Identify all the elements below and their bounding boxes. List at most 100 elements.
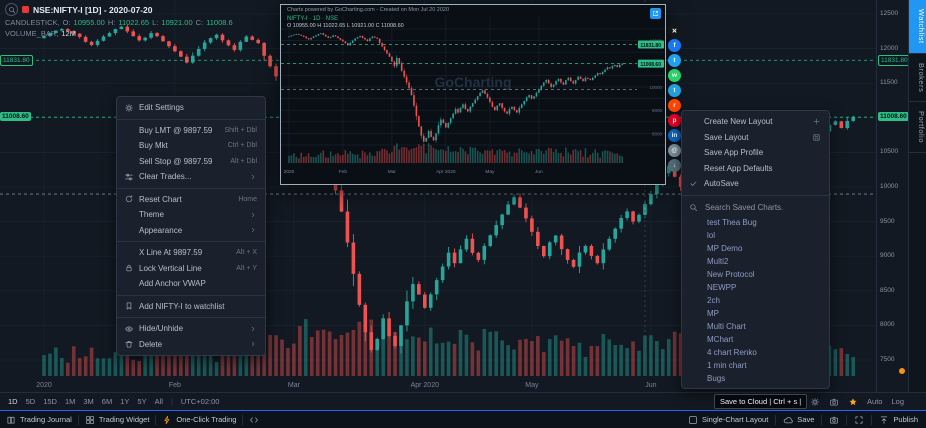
svg-text:Mar: Mar bbox=[388, 169, 397, 175]
search-saved-charts-input[interactable] bbox=[703, 201, 815, 213]
context-menu-item[interactable]: Add Anchor VWAP bbox=[117, 276, 265, 292]
timeframe-button-1m[interactable]: 1M bbox=[64, 397, 76, 406]
auto-scale-button[interactable]: Auto bbox=[867, 397, 883, 406]
context-menu-item[interactable]: Buy LMT @ 9897.59 Shift + Dbl bbox=[117, 123, 265, 139]
timeframe-button-1y[interactable]: 1Y bbox=[120, 397, 130, 406]
context-menu-item[interactable]: Edit Settings bbox=[117, 100, 265, 116]
statusbar-label: Publish bbox=[893, 415, 918, 424]
camera-icon bbox=[829, 415, 839, 425]
expand-button[interactable] bbox=[854, 415, 864, 425]
widget-icon bbox=[85, 415, 95, 425]
layout-menu-item[interactable]: Save App Profile bbox=[682, 145, 829, 161]
high-value: 11022.65 bbox=[118, 18, 150, 27]
svg-text:Feb: Feb bbox=[339, 169, 348, 175]
context-menu-item[interactable]: Sell Stop @ 9897.59 Alt + Dbl bbox=[117, 154, 265, 170]
context-menu-item[interactable]: Add NIFTY-I to watchlist bbox=[117, 299, 265, 315]
sidebar-tab-brokers[interactable]: Brokers bbox=[909, 54, 926, 102]
saved-chart-item[interactable]: Multi2 bbox=[707, 256, 729, 266]
statusbar-save[interactable]: Save bbox=[783, 415, 814, 425]
menu-item-label: Add Anchor VWAP bbox=[139, 279, 206, 289]
saved-chart-item[interactable]: MChart bbox=[707, 334, 734, 344]
timeframe-button-6m[interactable]: 6M bbox=[101, 397, 113, 406]
trash-icon bbox=[123, 339, 134, 349]
statusbar-one-click-trading[interactable]: One-Click Trading bbox=[162, 415, 236, 425]
chevron-right-icon bbox=[249, 211, 257, 219]
menu-item-shortcut: Shift + Dbl bbox=[224, 126, 258, 134]
share-reddit-icon[interactable]: r bbox=[668, 99, 681, 112]
gear-icon[interactable] bbox=[810, 397, 820, 407]
preview-symbol: NIFTY-I · 1D · NSE bbox=[287, 16, 339, 22]
code-button[interactable] bbox=[249, 415, 259, 425]
saved-chart-item[interactable]: test Thea Bug bbox=[707, 217, 757, 227]
share-whatsapp-icon[interactable]: w bbox=[668, 69, 681, 82]
statusbar-trading-widget[interactable]: Trading Widget bbox=[85, 415, 149, 425]
search-icon[interactable] bbox=[5, 3, 18, 16]
saved-chart-item[interactable]: 2ch bbox=[707, 295, 720, 305]
search-icon bbox=[688, 203, 699, 212]
timeframe-button-all[interactable]: All bbox=[154, 397, 163, 406]
timeframe-bar: 1D 5D 15D 1M 3M 6M 1Y 5Y All | UTC+02:00 Auto Log bbox=[0, 392, 926, 410]
close-label: C: bbox=[195, 18, 204, 27]
saved-chart-item[interactable]: Multi Chart bbox=[707, 321, 746, 331]
context-menu-item[interactable]: Lock Vertical Line Alt + Y bbox=[117, 261, 265, 277]
gear-icon bbox=[123, 103, 134, 113]
timeframe-button-5d[interactable]: 5D bbox=[25, 397, 36, 406]
timezone-label[interactable]: UTC+02:00 bbox=[180, 397, 220, 406]
saved-chart-item[interactable]: 1 min chart bbox=[707, 360, 747, 370]
menu-item-label: Theme bbox=[139, 210, 164, 220]
price-axis[interactable]: 12500 12000 11831.80 11500 11008.60 10500 1000… bbox=[876, 0, 911, 392]
saved-chart-item[interactable]: New Protocol bbox=[707, 269, 755, 279]
context-menu: Edit Settings Buy LMT @ 9897.59 Shift + Db… bbox=[116, 96, 266, 356]
price-axis-label: 9000 bbox=[880, 252, 895, 260]
context-menu-item[interactable]: Reset Chart Home bbox=[117, 192, 265, 208]
timeframe-button-1d[interactable]: 1D bbox=[8, 397, 18, 406]
layout-menu-item[interactable]: Reset App Defaults bbox=[682, 161, 829, 177]
layout-menu-item[interactable]: Save Layout bbox=[682, 130, 829, 146]
sidebar-tab-portfolio[interactable]: Portfolio bbox=[909, 102, 926, 154]
share-twitter-icon[interactable]: t bbox=[668, 54, 681, 67]
svg-text:Apr 2020: Apr 2020 bbox=[436, 169, 456, 175]
context-menu-item[interactable]: Hide/Unhide bbox=[117, 321, 265, 337]
saved-chart-item[interactable]: lol bbox=[707, 230, 716, 240]
price-axis-tag: 11831.80 bbox=[878, 54, 911, 66]
context-menu-item[interactable]: Clear Trades... bbox=[117, 169, 265, 185]
saved-chart-item[interactable]: 4 chart Renko bbox=[707, 347, 757, 357]
share-email-icon[interactable]: @ bbox=[668, 144, 681, 157]
context-menu-item[interactable]: X Line At 9897.59 Alt + X bbox=[117, 245, 265, 261]
statusbar-label: Single-Chart Layout bbox=[701, 415, 769, 424]
open-external-button[interactable] bbox=[650, 8, 661, 19]
share-telegram-icon[interactable]: t bbox=[668, 84, 681, 97]
open-value: 10955.00 bbox=[73, 18, 105, 27]
share-linkedin-icon[interactable]: in bbox=[668, 129, 681, 142]
timeframe-button-5y[interactable]: 5Y bbox=[137, 397, 147, 406]
star-icon[interactable] bbox=[848, 397, 858, 407]
layout-menu-item[interactable]: AutoSave bbox=[682, 176, 829, 192]
layout-menu-item[interactable]: Create New Layout bbox=[682, 114, 829, 130]
context-menu-item[interactable]: Appearance bbox=[117, 223, 265, 239]
share-x-icon[interactable]: ✕ bbox=[668, 24, 681, 37]
menu-item-label: AutoSave bbox=[704, 179, 739, 189]
statusbar-publish[interactable]: Publish bbox=[879, 415, 918, 425]
sidebar-tab-watchlist[interactable]: Watchlist bbox=[909, 0, 926, 54]
camera-button[interactable] bbox=[829, 415, 839, 425]
saved-chart-item[interactable]: MP Demo bbox=[707, 243, 743, 253]
price-tag-lower-left: 11008.60 bbox=[0, 111, 31, 121]
timeframe-button-3m[interactable]: 3M bbox=[83, 397, 94, 406]
svg-text:May: May bbox=[525, 382, 539, 389]
saved-chart-item[interactable]: MP bbox=[707, 308, 719, 318]
context-menu-item[interactable]: Buy Mkt Ctrl + Dbl bbox=[117, 138, 265, 154]
timeframe-button-15d[interactable]: 15D bbox=[43, 397, 57, 406]
saved-chart-item[interactable]: Bugs bbox=[707, 373, 726, 383]
share-facebook-icon[interactable]: f bbox=[668, 39, 681, 52]
camera-icon[interactable] bbox=[829, 397, 839, 407]
share-download-icon[interactable]: ↓ bbox=[668, 159, 681, 172]
share-pinterest-icon[interactable]: p bbox=[668, 114, 681, 127]
context-menu-item[interactable]: Delete bbox=[117, 337, 265, 353]
low-value: 10921.00 bbox=[161, 18, 193, 27]
statusbar-trading-journal[interactable]: Trading Journal bbox=[6, 415, 72, 425]
log-scale-button[interactable]: Log bbox=[891, 397, 904, 406]
saved-chart-item[interactable]: NEWPP bbox=[707, 282, 737, 292]
context-menu-item[interactable]: Theme bbox=[117, 207, 265, 223]
bookmark-icon bbox=[123, 301, 134, 311]
statusbar-single-chart-layout[interactable]: Single-Chart Layout bbox=[688, 415, 768, 425]
